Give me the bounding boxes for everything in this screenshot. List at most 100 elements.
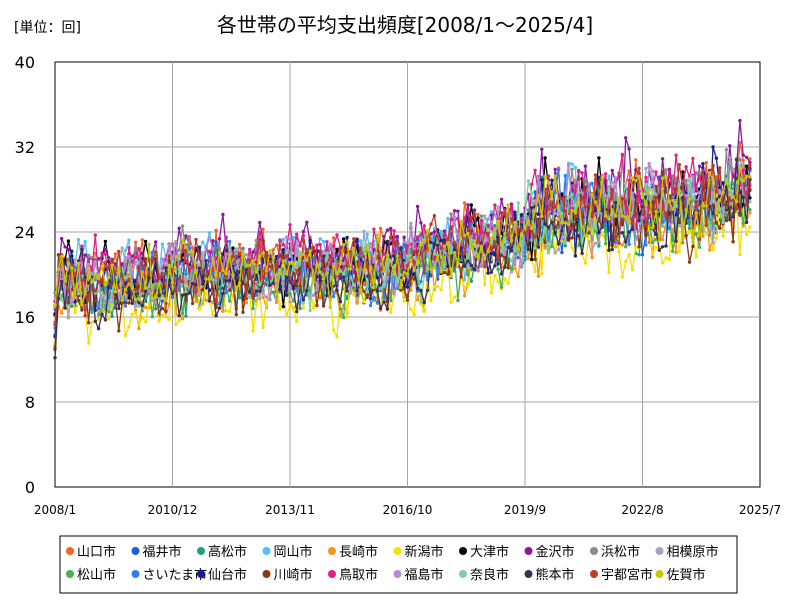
data-point	[570, 246, 574, 250]
data-point	[644, 182, 648, 187]
data-point	[342, 275, 346, 279]
data-point	[355, 237, 359, 241]
data-point	[140, 251, 144, 255]
data-point	[170, 242, 175, 246]
data-point	[714, 221, 719, 225]
data-point	[338, 269, 343, 273]
data-point	[607, 174, 611, 178]
data-point	[509, 270, 514, 274]
data-point	[96, 326, 101, 331]
data-point	[231, 254, 235, 258]
data-point	[597, 175, 601, 179]
data-point	[694, 211, 698, 215]
data-point	[318, 276, 322, 280]
data-point	[288, 276, 292, 281]
data-point	[734, 158, 739, 162]
data-point	[429, 222, 433, 226]
data-point	[409, 221, 413, 226]
data-point	[442, 238, 447, 242]
data-point	[143, 257, 148, 261]
data-point	[550, 220, 554, 224]
data-point	[546, 251, 551, 255]
data-point	[385, 253, 390, 257]
data-point	[110, 289, 114, 293]
data-point	[53, 303, 57, 307]
data-point	[748, 163, 752, 167]
data-point	[335, 335, 339, 339]
data-point	[405, 298, 410, 302]
legend-marker	[262, 570, 271, 578]
data-point	[305, 220, 309, 224]
data-point	[113, 272, 118, 276]
data-point	[237, 281, 242, 285]
data-point	[335, 272, 339, 276]
data-point	[506, 203, 510, 207]
data-point	[439, 288, 443, 292]
data-point	[227, 299, 232, 303]
data-point	[311, 280, 316, 284]
data-point	[60, 311, 64, 315]
data-point	[140, 303, 144, 308]
data-point	[264, 295, 269, 299]
data-point	[707, 248, 712, 252]
data-point	[174, 254, 178, 259]
data-point	[301, 252, 306, 256]
data-point	[221, 309, 225, 313]
legend-marker	[459, 547, 467, 555]
data-point	[741, 168, 745, 172]
data-point	[543, 222, 547, 226]
data-point	[466, 208, 470, 212]
data-point	[644, 243, 648, 247]
data-point	[167, 317, 171, 322]
data-point	[483, 222, 487, 226]
data-point	[439, 269, 443, 274]
data-point	[738, 118, 742, 123]
data-point	[516, 227, 520, 232]
data-point	[164, 266, 168, 270]
data-point	[231, 273, 235, 277]
data-point	[429, 274, 433, 278]
data-point	[422, 271, 426, 275]
data-point	[711, 241, 715, 245]
data-point	[422, 238, 426, 242]
data-point	[694, 199, 698, 204]
data-point	[352, 246, 356, 250]
data-point	[620, 231, 625, 235]
data-point	[707, 171, 712, 175]
data-point	[93, 259, 98, 264]
data-point	[100, 291, 104, 295]
data-point	[654, 195, 658, 199]
data-point	[543, 156, 547, 160]
data-point	[630, 268, 635, 272]
data-point	[409, 307, 413, 311]
data-point	[214, 299, 218, 304]
data-point	[345, 264, 349, 268]
data-point	[617, 196, 621, 200]
data-point	[130, 312, 134, 316]
data-point	[422, 274, 426, 278]
data-point	[80, 308, 84, 312]
data-point	[674, 239, 678, 243]
data-point	[469, 246, 473, 251]
data-point	[251, 296, 255, 300]
legend-label: 長崎市	[339, 544, 378, 560]
data-point	[197, 307, 202, 311]
data-point	[671, 207, 675, 211]
data-point	[345, 296, 349, 301]
data-point	[244, 263, 249, 268]
data-point	[452, 209, 457, 213]
data-point	[301, 233, 306, 238]
data-point	[546, 174, 551, 178]
data-point	[556, 204, 561, 209]
data-point	[620, 196, 625, 201]
data-point	[53, 322, 57, 327]
data-point	[93, 262, 98, 267]
data-point	[107, 316, 111, 321]
data-point	[117, 266, 121, 271]
data-point	[60, 298, 64, 302]
data-point	[190, 264, 195, 268]
data-point	[469, 203, 473, 207]
data-point	[80, 244, 84, 248]
data-point	[570, 236, 574, 240]
